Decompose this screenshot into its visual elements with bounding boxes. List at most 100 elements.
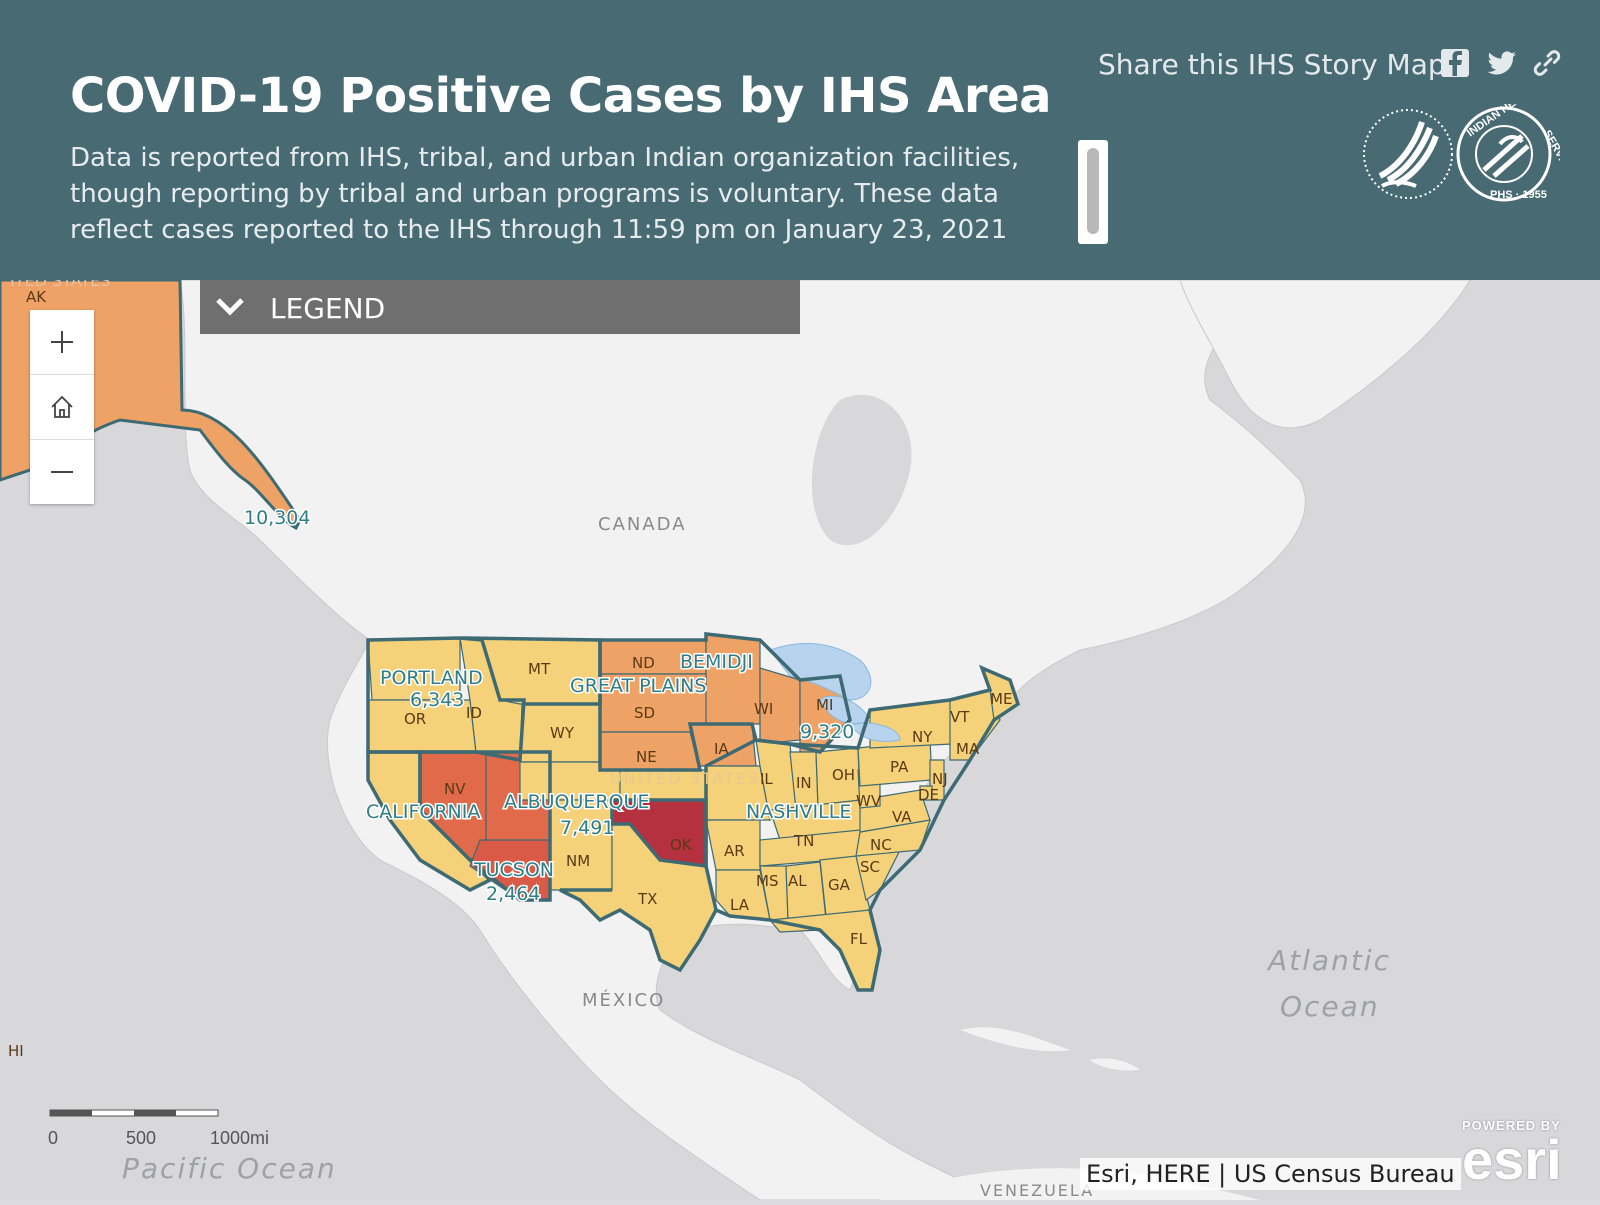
state-label-wy: WY (550, 724, 575, 742)
hudson-bay (811, 394, 912, 546)
scale-bar: 0 500 1000mi (48, 1108, 288, 1163)
home-icon (51, 395, 73, 418)
state-mn (705, 633, 761, 725)
esri-powered-by: POWERED BY (1462, 1118, 1561, 1133)
scale-tick-500: 500 (126, 1128, 156, 1148)
state-label-mi: MI (816, 696, 833, 714)
area-label-tucson: TUCSON (473, 859, 554, 881)
us-states (367, 633, 1019, 991)
area-cases-bemidji: 9,320 (800, 721, 854, 743)
place-us: UNITED STATES (610, 769, 760, 788)
area-cases-alaska: 10,304 (244, 507, 310, 529)
zoom-out-button[interactable] (30, 440, 94, 504)
state-label-ar: AR (724, 842, 745, 860)
state-label-ne: NE (636, 748, 657, 766)
state-label-or: OR (404, 710, 426, 728)
place-mexico: MÉXICO (582, 989, 665, 1011)
area-cases-albuquerque: 7,491 (560, 817, 614, 839)
state-label-al: AL (788, 872, 807, 890)
state-label-ga: GA (828, 876, 851, 894)
share-label: Share this IHS Story Map (1098, 48, 1446, 81)
area-label-nashville: NASHVILLE (746, 801, 851, 823)
state-label-wv: WV (856, 792, 882, 810)
state-al (785, 861, 827, 921)
state-label-ak: AK (26, 288, 47, 306)
svg-text:INDIAN HEALTH: INDIAN HEALTH (1465, 104, 1541, 139)
state-label-nc: NC (870, 836, 892, 854)
legend-label: LEGEND (270, 292, 386, 325)
state-label-ok: OK (670, 836, 693, 854)
land-cuba (960, 1027, 1070, 1052)
state-label-ma: MA (956, 740, 980, 758)
state-de (919, 785, 933, 801)
zoom-controls (30, 310, 94, 504)
esri-name: esri (1462, 1128, 1562, 1191)
area-label-portland: PORTLAND (380, 667, 483, 689)
page-subtitle: Data is reported from IHS, tribal, and u… (70, 143, 1020, 245)
state-label-va: VA (892, 808, 912, 826)
state-label-tx: TX (637, 890, 657, 908)
twitter-icon[interactable] (1486, 48, 1518, 80)
ihs-area-outlines (366, 632, 1021, 992)
hhs-seal (1363, 109, 1453, 199)
state-label-me: ME (990, 690, 1012, 708)
area-label-albuquerque: ALBUQUERQUE (504, 791, 649, 813)
state-label-ia: IA (714, 740, 729, 758)
area-label-california: CALIFORNIA (366, 801, 480, 823)
place-atlantic: Atlantic (1266, 944, 1391, 977)
place-canada: CANADA (598, 514, 687, 535)
state-label-hi: HI (8, 1042, 24, 1060)
home-button[interactable] (30, 375, 94, 440)
state-label-ms: MS (756, 872, 778, 890)
land-greenland (1179, 279, 1471, 429)
link-icon[interactable] (1532, 48, 1564, 80)
map-attribution: Esri, HERE | US Census Bureau (1080, 1158, 1461, 1190)
ihs-seal: INDIAN HEALTH SERVICE PHS · 1955 (1456, 81, 1575, 202)
legend-toggle[interactable]: LEGEND (200, 280, 800, 334)
land-hispaniola (1090, 1058, 1140, 1071)
scale-tick-0: 0 (48, 1128, 58, 1148)
svg-text:PHS · 1955: PHS · 1955 (1490, 189, 1547, 201)
header: COVID-19 Positive Cases by IHS Area Data… (0, 0, 1600, 280)
state-label-ny: NY (912, 728, 933, 746)
state-label-vt: VT (950, 708, 970, 726)
place-venezuela: VENEZUELA (980, 1181, 1094, 1200)
state-label-nd: ND (632, 654, 655, 672)
agency-logos: INDIAN HEALTH SERVICE PHS · 1955 (1360, 81, 1575, 219)
chevron-down-icon (214, 290, 246, 327)
state-label-mt: MT (528, 660, 551, 678)
state-label-la: LA (730, 896, 750, 914)
state-label-id: ID (466, 704, 482, 722)
state-label-pa: PA (890, 758, 909, 776)
esri-logo[interactable]: POWERED BY esri (1462, 1118, 1562, 1188)
page-title: COVID-19 Positive Cases by IHS Area (70, 68, 1052, 124)
state-label-nv: NV (444, 780, 466, 798)
area-label-great-plains: GREAT PLAINS (570, 675, 706, 697)
scrollbar-thumb[interactable] (1087, 148, 1099, 234)
area-label-bemidji: BEMIDJI (680, 651, 753, 673)
plus-icon (51, 331, 73, 353)
state-label-oh: OH (832, 766, 855, 784)
land-south-america (880, 1168, 1260, 1200)
state-label-in: IN (796, 774, 812, 792)
state-label-de: DE (918, 786, 939, 804)
scrollbar[interactable] (1078, 140, 1108, 244)
state-label-sc: SC (860, 858, 880, 876)
state-nm (549, 799, 613, 891)
place-us-top: ITED STATES (10, 280, 110, 290)
share-icons (1440, 48, 1564, 80)
facebook-icon[interactable] (1440, 48, 1472, 80)
zoom-in-button[interactable] (30, 310, 94, 375)
state-label-wi: WI (754, 700, 773, 718)
map-view[interactable]: AK ITED STATES (0, 271, 1600, 1201)
state-label-nj: NJ (932, 770, 948, 788)
place-pacific: Pacific Ocean (122, 1152, 337, 1185)
place-atlantic-ocean: Ocean (1280, 990, 1380, 1023)
state-label-sd: SD (634, 704, 655, 722)
minus-icon (51, 471, 73, 473)
state-label-nm: NM (566, 852, 590, 870)
scale-tick-1000: 1000mi (210, 1128, 269, 1148)
area-cases-tucson: 2,464 (486, 883, 540, 905)
state-label-fl: FL (850, 930, 868, 948)
area-cases-portland: 6,343 (410, 689, 464, 711)
